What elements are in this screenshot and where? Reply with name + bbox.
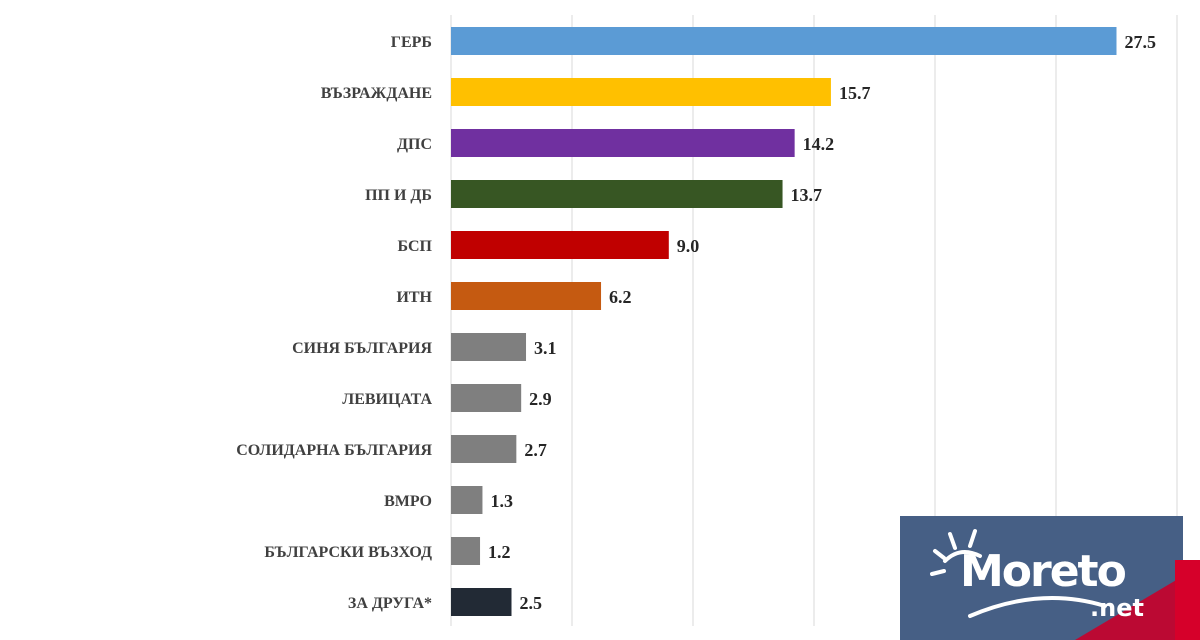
logo-wordmark: Moreto [960,546,1127,597]
bar [451,282,602,310]
bar [451,180,783,208]
category-label: СОЛИДАРНА БЪЛГАРИЯ [236,442,432,459]
category-label: ЛЕВИЦАТА [342,391,432,408]
value-label: 1.2 [488,542,511,562]
partner-logo [1175,560,1200,640]
bar [451,537,481,565]
value-label: 2.9 [529,389,552,409]
category-label: ВМРО [384,493,432,510]
bar [451,27,1117,55]
bar [451,333,527,361]
bar [451,435,517,463]
category-label: ИТН [396,289,432,306]
value-label: 1.3 [490,491,512,511]
category-label: БЪЛГАРСКИ ВЪЗХОД [264,544,432,561]
bar [451,486,483,514]
value-label: 2.5 [520,593,543,613]
value-label: 6.2 [609,287,632,307]
logo-suffix: .net [1090,594,1144,622]
value-label: 15.7 [839,83,871,103]
category-label: ГЕРБ [391,34,432,51]
category-label: ЗА ДРУГА* [348,595,432,612]
value-label: 27.5 [1125,32,1157,52]
value-label: 2.7 [524,440,547,460]
category-label: ДПС [397,136,432,153]
moreto-logo: Moreto .net [900,516,1183,640]
value-label: 14.2 [803,134,835,154]
bar [451,588,512,616]
value-label: 13.7 [791,185,823,205]
category-label: БСП [398,238,433,255]
sun-icon [930,529,1183,640]
category-label: СИНЯ БЪЛГАРИЯ [292,340,432,357]
category-label: ПП И ДБ [365,187,432,204]
value-label: 9.0 [677,236,700,256]
bar [451,231,669,259]
value-label: 3.1 [534,338,557,358]
bar [451,384,522,412]
bar [451,129,795,157]
bar [451,78,831,106]
category-label: ВЪЗРАЖДАНЕ [321,85,432,102]
